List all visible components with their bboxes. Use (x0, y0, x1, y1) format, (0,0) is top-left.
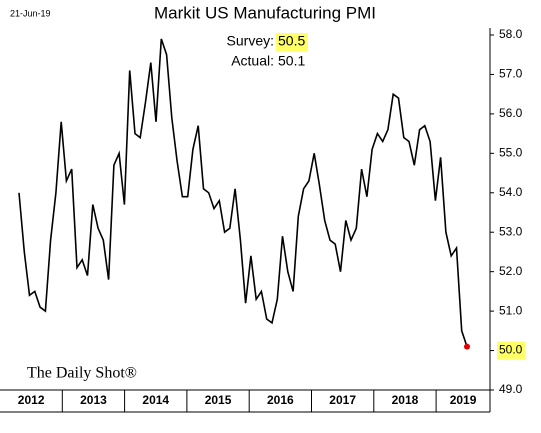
y-tick-label: 55.0 (499, 146, 523, 160)
x-tick-label: 2016 (267, 393, 294, 407)
y-tick-label: 56.0 (499, 106, 523, 120)
x-tick-label: 2018 (392, 393, 419, 407)
y-tick-label: 50.0 (499, 343, 523, 357)
y-tick-label: 57.0 (499, 67, 523, 81)
y-tick-label: 54.0 (499, 185, 523, 199)
actual-label: Actual: (231, 53, 274, 69)
x-tick-label: 2013 (80, 393, 107, 407)
y-tick-label: 49.0 (499, 382, 523, 396)
line (18, 38, 468, 347)
y-tick-label: 51.0 (499, 303, 523, 317)
y-tick-label: 52.0 (499, 264, 523, 278)
x-tick-label: 2017 (329, 393, 356, 407)
x-tick-label: 2015 (205, 393, 232, 407)
x-tick-label: 2019 (450, 393, 477, 407)
y-tick-label: 58.0 (499, 27, 523, 41)
y-tick-label: 53.0 (499, 224, 523, 238)
survey-value: 50.5 (278, 33, 305, 49)
highlight (276, 33, 308, 51)
actual-value: 50.1 (278, 53, 305, 69)
x-tick-label: 2012 (18, 393, 45, 407)
tick-highlight (497, 341, 525, 360)
last-point (464, 343, 470, 350)
chart-title: Markit US Manufacturing PMI (154, 3, 376, 22)
date-note: 21-Jun-19 (10, 8, 51, 18)
x-tick-label: 2014 (142, 393, 169, 407)
source: The Daily Shot® (27, 365, 137, 382)
survey-label: Survey: (227, 33, 274, 49)
